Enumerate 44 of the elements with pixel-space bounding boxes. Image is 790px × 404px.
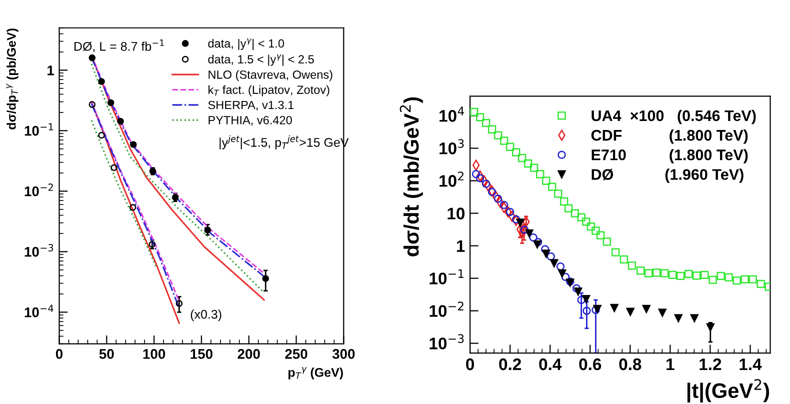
x-tick-label: 200 bbox=[238, 349, 260, 359]
legend-label: data, |y$^{γ}$| < 1.0 bbox=[208, 38, 284, 50]
y-tick-label: 10$^{−1}$ bbox=[24, 123, 53, 136]
legend-label: NLO (Stavreva, Owens) bbox=[208, 70, 332, 82]
legend-label: UA4 ×100 (0.546 TeV) bbox=[592, 110, 756, 124]
y-tick-label: 10$^{4}$ bbox=[440, 106, 464, 122]
x-tick-label: 250 bbox=[285, 349, 308, 359]
x-tick-label: 1 bbox=[666, 358, 674, 370]
y-tick-label: 1 bbox=[456, 240, 465, 252]
y-tick-label: 10$^{−4}$ bbox=[24, 304, 54, 318]
y-tick-label: 10$^{−2}$ bbox=[24, 184, 53, 196]
x-axis-title: p$_{T}$$^{γ}$ (GeV) bbox=[288, 367, 343, 380]
legend-label: k$_{T}$ fact. (Lipatov, Zotov) bbox=[208, 85, 330, 96]
x-tick-label: 0.4 bbox=[539, 358, 562, 370]
y-tick-label: 10$^{−2}$ bbox=[430, 302, 464, 317]
x-tick-label: 1.2 bbox=[700, 358, 722, 370]
legend-label: DØ (1.960 TeV) bbox=[592, 168, 744, 183]
legend-label: PYTHIA, v6.420 bbox=[208, 116, 292, 126]
y-tick-label: 10$^{−1}$ bbox=[430, 269, 464, 284]
annotation: DØ, L = 8.7 fb$^{−1}$ bbox=[74, 40, 164, 52]
legend-label: SHERPA, v1.3.1 bbox=[208, 100, 294, 111]
x-tick-label: 0 bbox=[56, 349, 63, 359]
x-tick-label: 100 bbox=[143, 349, 166, 359]
legend-label: E710 (1.800 TeV) bbox=[592, 149, 748, 164]
legend-label: data, 1.5 < |y$^{γ}$| < 2.5 bbox=[208, 54, 314, 66]
y-tick-label: 10 bbox=[448, 208, 465, 220]
y-tick-label: 10$^{−3}$ bbox=[24, 244, 54, 257]
x-tick-label: 0.6 bbox=[579, 358, 602, 370]
x-tick-label: 300 bbox=[332, 349, 355, 359]
x-tick-label: 150 bbox=[190, 349, 212, 359]
y-axis-title: dσ/dt (mb/GeV$^{2}$) bbox=[400, 97, 423, 256]
x-tick-label: 0.8 bbox=[619, 358, 642, 370]
x-tick-label: 0 bbox=[466, 358, 474, 370]
y-tick-label: 10$^{−3}$ bbox=[430, 334, 464, 350]
x-tick-label: 0.2 bbox=[499, 358, 521, 370]
y-axis-title: dσ/dp$_{T}$$^{γ}$ (pb/GeV) bbox=[6, 28, 18, 130]
x-tick-label: 1.4 bbox=[740, 358, 762, 370]
x-axis-title: |t|(GeV$^{2}$) bbox=[687, 379, 770, 402]
legend-label: CDF (1.800 TeV) bbox=[591, 129, 748, 144]
x-tick-label: 50 bbox=[99, 349, 114, 359]
y-tick-label: 1 bbox=[48, 66, 54, 76]
y-tick-label: 10$^{2}$ bbox=[440, 172, 464, 187]
y-tick-label: 10$^{3}$ bbox=[440, 139, 464, 154]
annotation: (x0.3) bbox=[190, 310, 222, 322]
